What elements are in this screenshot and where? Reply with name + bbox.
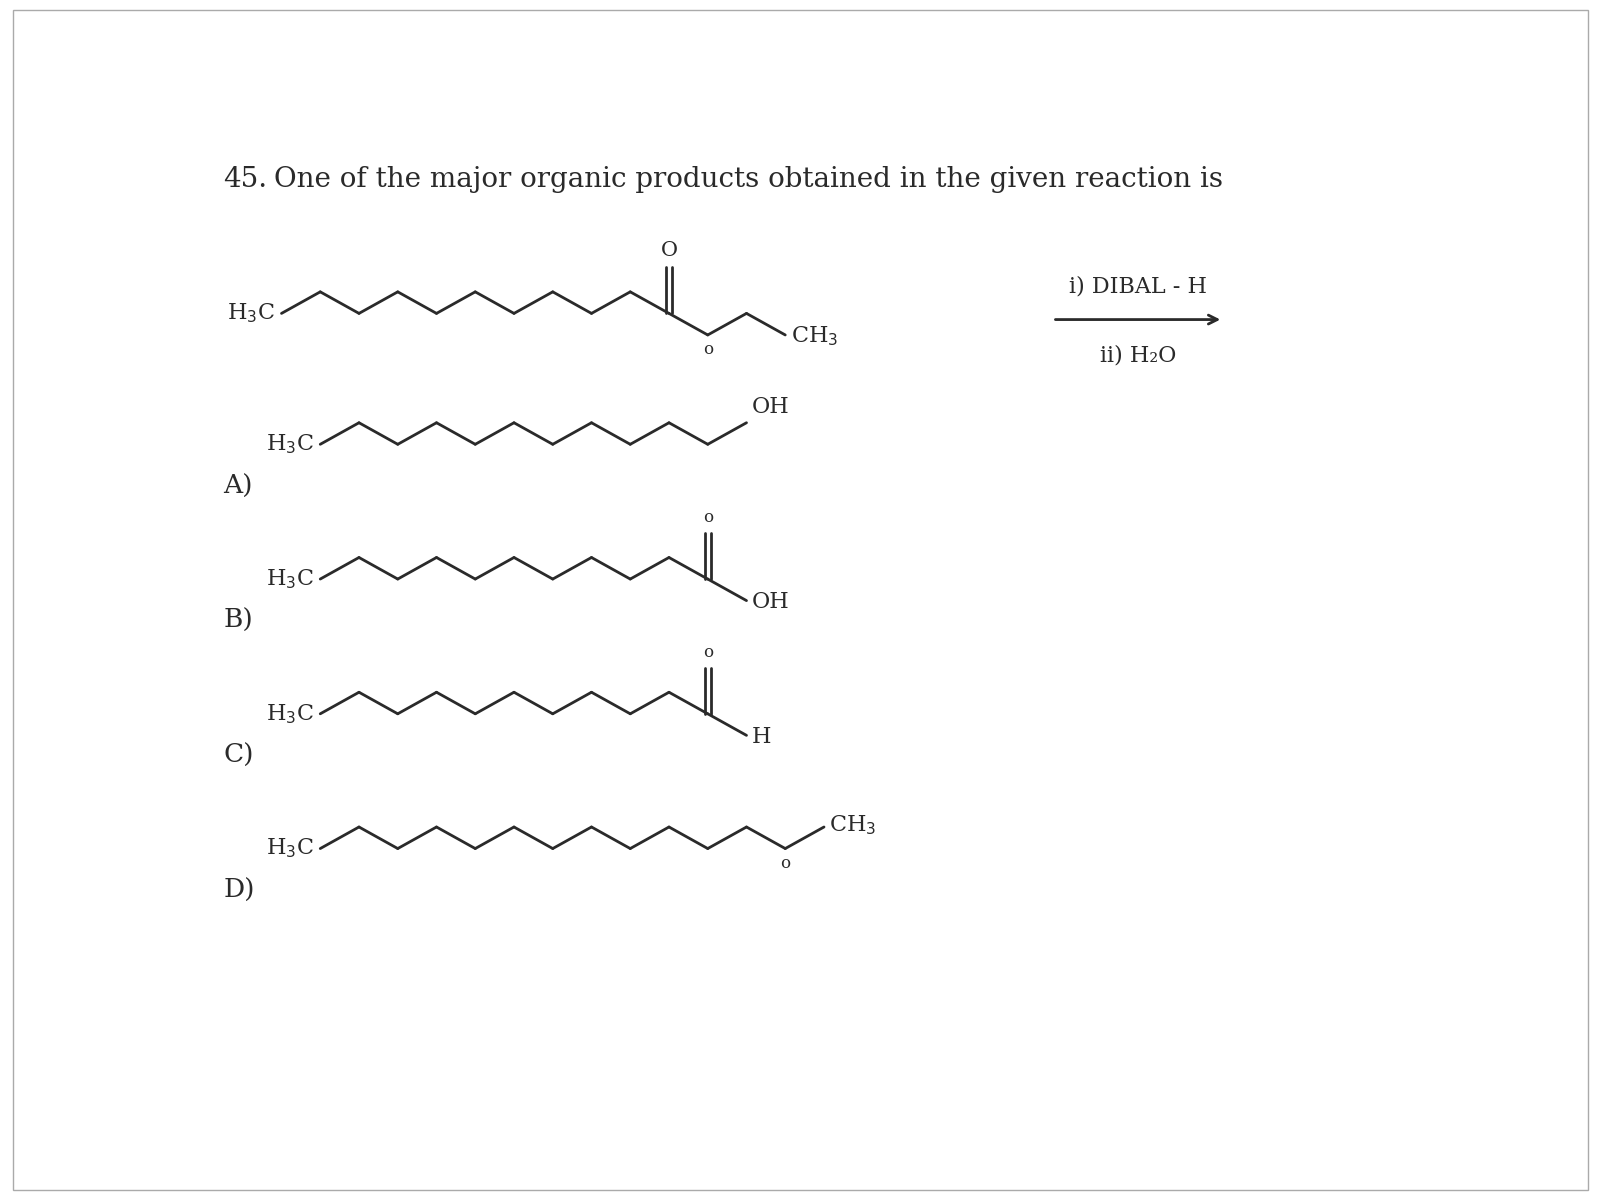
Text: 45.: 45. xyxy=(224,166,267,192)
Text: O: O xyxy=(661,241,677,260)
Text: OH: OH xyxy=(752,396,789,418)
Text: D): D) xyxy=(224,878,255,902)
Text: H$_3$C: H$_3$C xyxy=(266,568,314,590)
Text: CH$_3$: CH$_3$ xyxy=(791,325,837,348)
Text: One of the major organic products obtained in the given reaction is: One of the major organic products obtain… xyxy=(274,166,1223,192)
Text: H$_3$C: H$_3$C xyxy=(266,836,314,860)
Text: A): A) xyxy=(224,474,253,498)
Text: ii) H₂O: ii) H₂O xyxy=(1100,344,1177,366)
Text: H$_3$C: H$_3$C xyxy=(266,432,314,456)
Text: o: o xyxy=(703,643,712,661)
Text: OH: OH xyxy=(752,592,789,613)
Text: o: o xyxy=(703,509,712,526)
Text: B): B) xyxy=(224,608,253,634)
Text: C): C) xyxy=(224,743,255,768)
Text: i) DIBAL - H: i) DIBAL - H xyxy=(1069,276,1207,298)
Text: o: o xyxy=(703,341,712,358)
Text: H$_3$C: H$_3$C xyxy=(266,702,314,726)
Text: CH$_3$: CH$_3$ xyxy=(829,814,877,838)
Text: H: H xyxy=(752,726,772,748)
Text: o: o xyxy=(780,854,791,871)
Text: H$_3$C: H$_3$C xyxy=(227,301,275,325)
